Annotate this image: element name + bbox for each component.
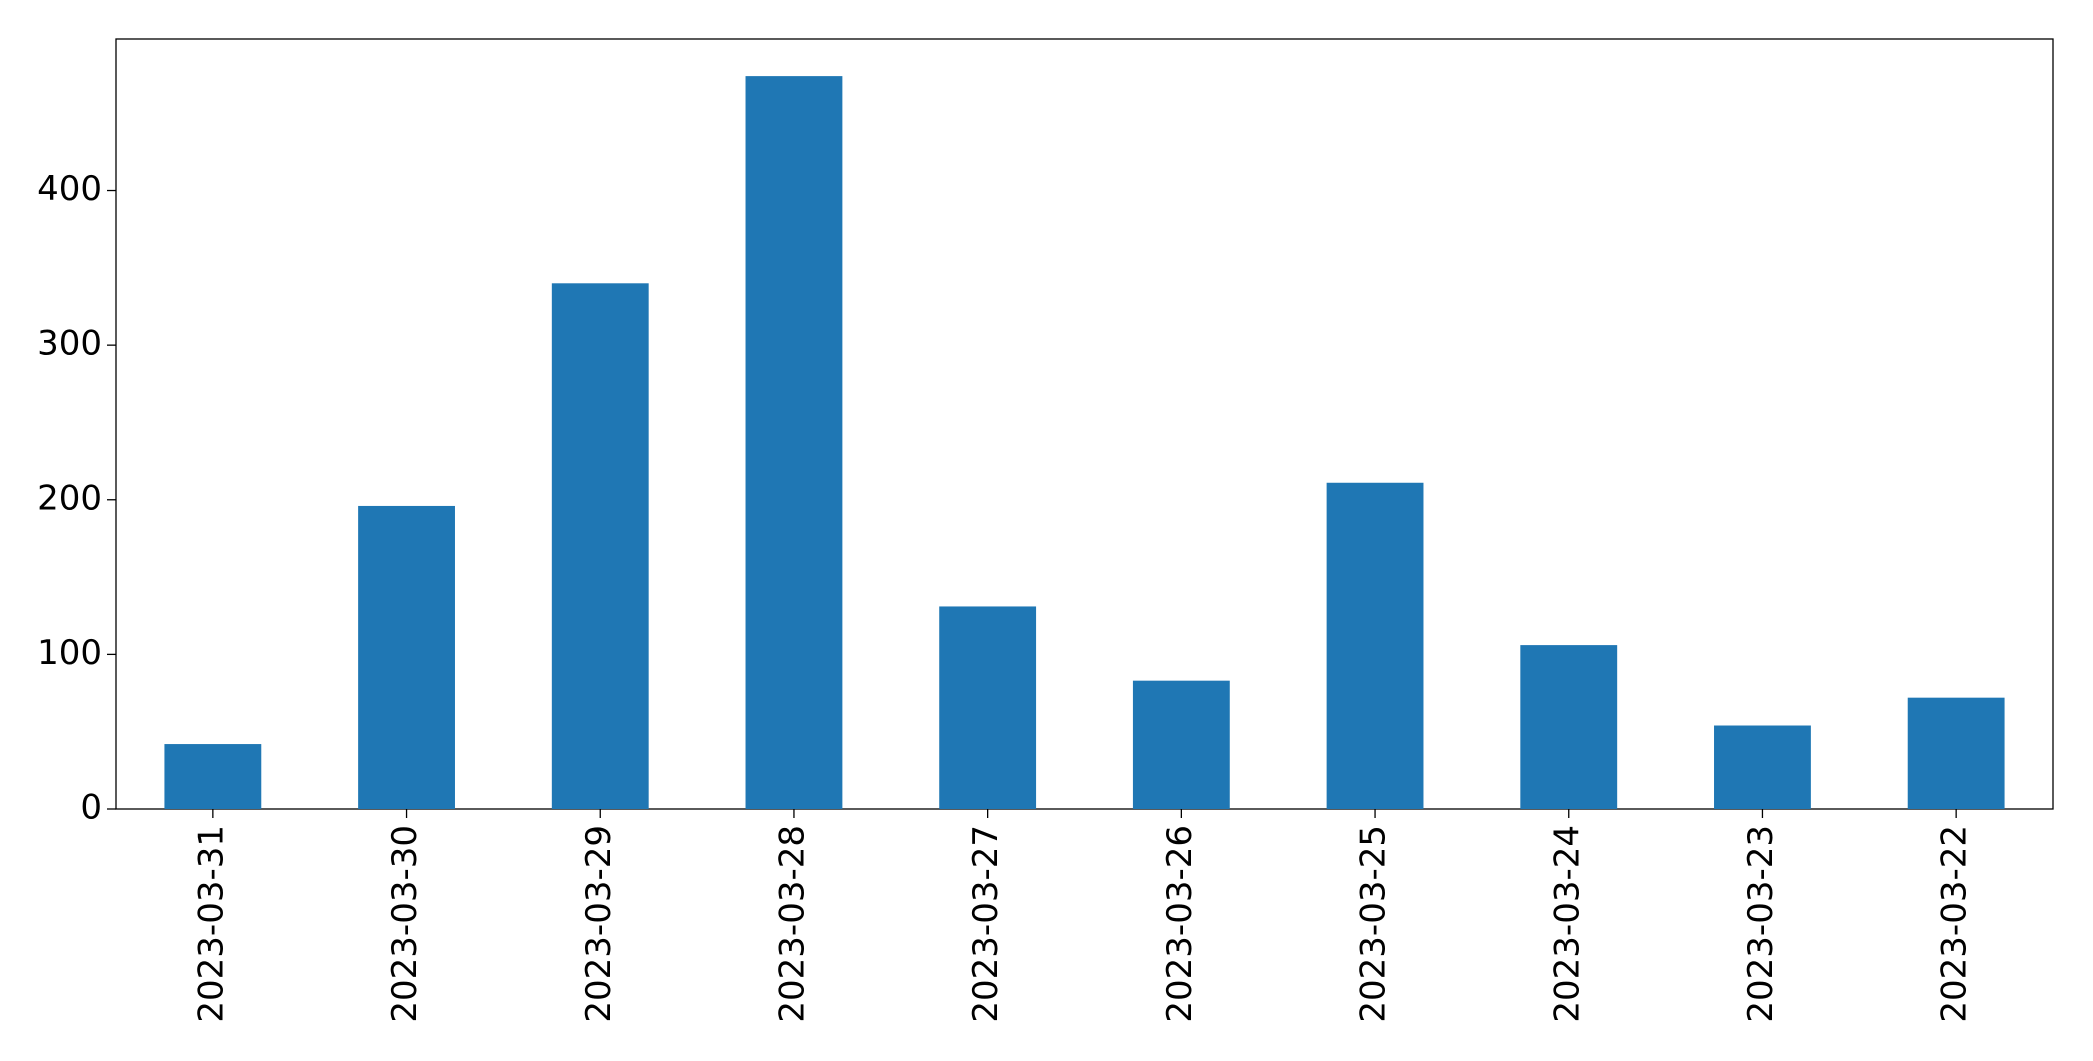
bar [1714,725,1811,809]
y-tick-label: 400 [37,169,102,209]
y-tick-label: 300 [37,324,102,364]
x-tick-label: 2023-03-24 [1547,825,1587,1023]
plot-frame [115,38,2054,810]
x-tick-label: 2023-03-23 [1741,825,1781,1023]
bar [164,744,262,809]
bar [939,606,1037,809]
x-tick-label: 2023-03-30 [385,825,425,1023]
y-tick-label: 0 [80,788,102,828]
bar [358,505,455,809]
y-tick-label: 100 [37,633,102,673]
x-tick-label: 2023-03-29 [579,825,619,1023]
x-tick-label: 2023-03-26 [1160,825,1200,1023]
x-tick-label: 2023-03-25 [1354,825,1394,1023]
y-tick-label: 200 [37,478,102,518]
x-tick-label: 2023-03-31 [191,825,231,1023]
x-tick-label: 2023-03-28 [772,825,812,1023]
bar [1326,482,1424,809]
x-tick-label: 2023-03-22 [1935,825,1975,1023]
bar [551,283,649,809]
bar [745,76,843,809]
bar [1520,645,1618,809]
bar [1132,680,1230,809]
x-tick-label: 2023-03-27 [966,825,1006,1023]
bar [1907,697,2005,809]
